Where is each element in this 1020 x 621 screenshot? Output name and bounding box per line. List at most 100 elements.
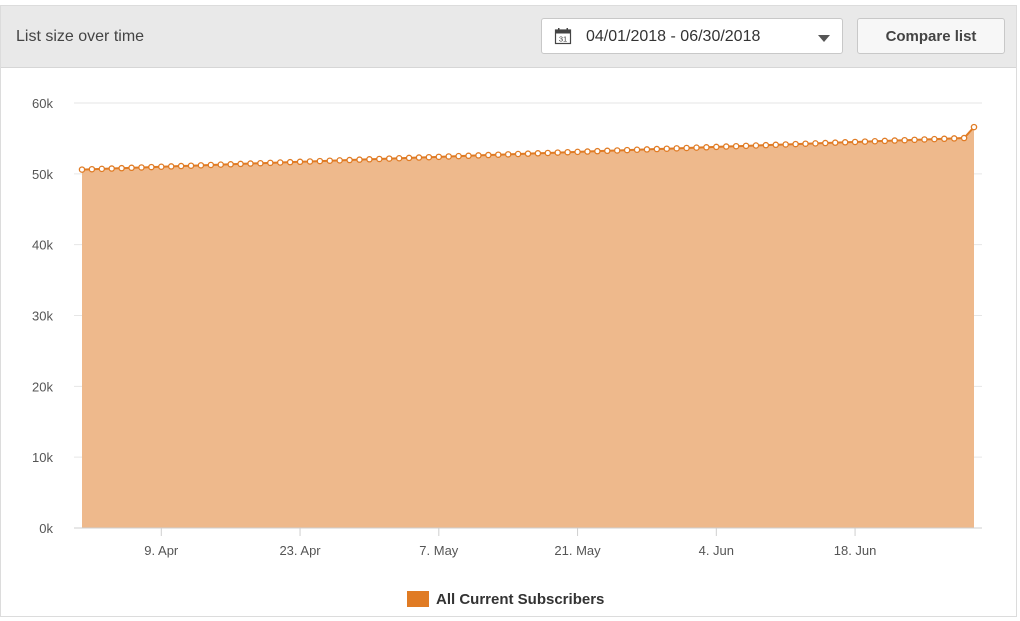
data-point — [960, 134, 968, 142]
data-point — [594, 147, 601, 155]
y-tick-label: 10k — [32, 450, 53, 465]
x-tick-label: 23. Apr — [279, 543, 321, 558]
data-point — [346, 156, 353, 164]
data-point — [950, 135, 958, 142]
data-point — [128, 164, 135, 172]
data-point — [901, 136, 908, 144]
data-point — [98, 165, 106, 173]
data-point — [395, 154, 403, 162]
compare-list-button[interactable]: Compare list — [857, 18, 1005, 54]
data-point — [693, 144, 700, 151]
data-point — [524, 150, 532, 157]
data-point — [713, 143, 720, 151]
data-point — [564, 148, 571, 156]
legend-label: All Current Subscribers — [436, 591, 605, 608]
data-point — [306, 158, 314, 165]
calendar-icon: 31 — [554, 28, 572, 45]
data-point — [445, 153, 452, 160]
chevron-down-icon — [818, 35, 830, 42]
data-point — [207, 161, 215, 169]
y-axis: 0k 10k 20k 30k 40k 50k 60k — [32, 96, 53, 536]
data-point — [554, 149, 561, 156]
y-tick-label: 30k — [32, 309, 53, 324]
data-point — [970, 123, 978, 131]
x-axis: 9. Apr 23. Apr 7. May 21. May 4. Jun 18. Jun — [74, 527, 982, 558]
data-point — [623, 146, 631, 154]
calendar-day: 31 — [559, 35, 567, 44]
date-range-picker[interactable]: 31 04/01/2018 - 06/30/2018 — [541, 18, 843, 54]
x-tick-label: 4. Jun — [699, 543, 734, 558]
y-tick-label: 60k — [32, 96, 53, 111]
data-point — [237, 160, 244, 168]
data-point — [732, 142, 740, 150]
data-point — [356, 156, 363, 163]
data-point — [534, 150, 542, 157]
data-point — [653, 145, 661, 153]
y-tick-label: 20k — [32, 379, 53, 394]
x-tick-label: 7. May — [419, 543, 459, 558]
data-point — [722, 143, 730, 150]
data-point — [613, 147, 621, 154]
data-point — [703, 144, 710, 151]
data-point — [663, 145, 671, 152]
data-point — [435, 153, 443, 161]
data-point — [286, 158, 294, 166]
data-point — [108, 165, 115, 172]
data-point — [633, 146, 641, 153]
data-point — [544, 149, 552, 157]
data-point — [871, 137, 879, 145]
data-point — [792, 140, 799, 148]
x-tick-label: 21. May — [554, 543, 601, 558]
data-point — [604, 147, 611, 155]
data-point — [752, 142, 760, 149]
legend-swatch — [407, 591, 429, 607]
data-point — [921, 136, 928, 143]
data-point — [574, 148, 581, 156]
data-point — [276, 159, 284, 166]
chart-header: List size over time 31 04/01/2018 - 06/3… — [1, 6, 1016, 68]
data-point — [385, 155, 393, 162]
data-point — [118, 164, 125, 172]
series-markers — [78, 123, 978, 173]
data-point — [197, 162, 205, 169]
data-point — [88, 165, 96, 173]
data-point — [643, 146, 651, 153]
data-point — [495, 151, 502, 158]
data-point — [841, 139, 849, 146]
data-point — [376, 155, 383, 163]
series-area — [82, 127, 974, 528]
data-point — [227, 161, 234, 168]
data-point — [881, 137, 889, 145]
data-point — [822, 139, 829, 147]
data-point — [415, 154, 423, 161]
data-point — [267, 159, 274, 167]
data-point — [138, 164, 145, 171]
data-point — [217, 161, 225, 168]
y-tick-label: 50k — [32, 167, 53, 182]
data-point — [891, 137, 898, 144]
data-point — [475, 152, 482, 159]
data-point — [158, 163, 165, 170]
data-point — [831, 139, 839, 146]
data-point — [931, 135, 938, 143]
y-tick-label: 40k — [32, 238, 53, 253]
x-tick-label: 18. Jun — [834, 543, 877, 558]
y-tick-label: 0k — [39, 521, 53, 536]
data-point — [405, 154, 413, 162]
data-point — [187, 162, 195, 169]
data-point — [941, 135, 948, 143]
data-point — [366, 156, 373, 163]
data-point — [514, 150, 522, 158]
data-point — [772, 141, 780, 149]
data-point — [148, 163, 155, 171]
data-point — [465, 152, 472, 160]
data-point — [504, 151, 512, 158]
data-point — [802, 140, 809, 147]
data-point — [911, 136, 918, 144]
data-point — [812, 140, 819, 147]
data-point — [742, 142, 750, 150]
data-point — [296, 158, 304, 166]
x-tick-label: 9. Apr — [144, 543, 179, 558]
data-point — [851, 138, 859, 146]
